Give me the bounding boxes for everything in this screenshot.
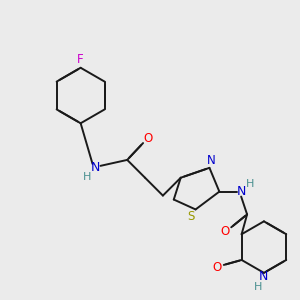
- Text: N: N: [91, 161, 100, 174]
- Text: O: O: [143, 132, 153, 145]
- Text: N: N: [236, 185, 246, 198]
- Text: N: N: [259, 270, 268, 283]
- Text: F: F: [77, 53, 84, 66]
- Text: H: H: [254, 282, 262, 292]
- Text: N: N: [207, 154, 216, 167]
- Text: S: S: [187, 210, 194, 223]
- Text: O: O: [212, 261, 221, 274]
- Text: H: H: [82, 172, 91, 182]
- Text: O: O: [221, 225, 230, 238]
- Text: H: H: [246, 179, 254, 189]
